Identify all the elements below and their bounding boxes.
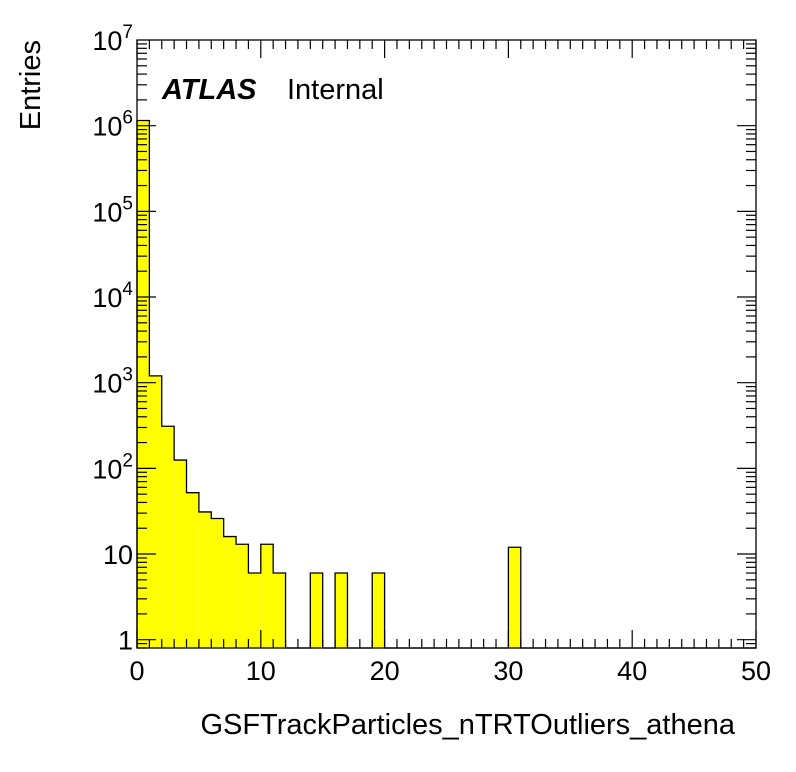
histogram-bar	[508, 547, 521, 648]
histogram-bar	[372, 573, 385, 648]
histogram-bar	[198, 511, 212, 648]
x-tick-label: 10	[246, 656, 276, 686]
histogram-bar	[273, 573, 286, 648]
y-axis-label: Entries	[15, 40, 47, 130]
y-tick-label: 107	[92, 22, 133, 56]
histogram-bar	[260, 544, 274, 648]
y-tick-label: 106	[92, 108, 133, 142]
histogram-bar	[211, 518, 224, 648]
axis-ticks	[136, 40, 757, 649]
histogram-bar	[335, 573, 348, 648]
y-tick-label: 103	[92, 365, 133, 399]
atlas-label: ATLAS	[161, 74, 257, 106]
histogram-bar	[236, 544, 249, 648]
histogram-bar	[149, 375, 162, 648]
histogram-bar	[161, 426, 175, 648]
histogram-bar	[137, 120, 150, 648]
y-tick-labels: 1 10 102 103 104 105 106 107	[92, 22, 133, 656]
histogram-bar	[310, 573, 323, 648]
x-tick-labels: 0 10 20 30 40 50	[129, 656, 771, 686]
x-tick-label: 20	[370, 656, 400, 686]
x-tick-label: 40	[617, 656, 647, 686]
plot-frame	[136, 39, 757, 649]
y-tick-label: 10	[103, 540, 133, 570]
y-tick-label: 105	[92, 193, 133, 227]
histogram-bar	[186, 492, 199, 648]
x-axis-label: GSFTrackParticles_nTRTOutliers_athena	[200, 709, 735, 741]
y-tick-label: 1	[118, 626, 133, 656]
atlas-status-label: Internal	[287, 74, 384, 106]
y-tick-label: 104	[92, 279, 133, 313]
x-tick-label: 50	[741, 656, 771, 686]
y-tick-label: 102	[92, 450, 133, 484]
histogram-bar	[174, 460, 187, 648]
x-tick-label: 0	[129, 656, 144, 686]
x-tick-label: 30	[493, 656, 523, 686]
histogram-bar	[223, 536, 237, 648]
histogram-bars	[137, 120, 521, 648]
histogram-bar	[248, 573, 261, 648]
